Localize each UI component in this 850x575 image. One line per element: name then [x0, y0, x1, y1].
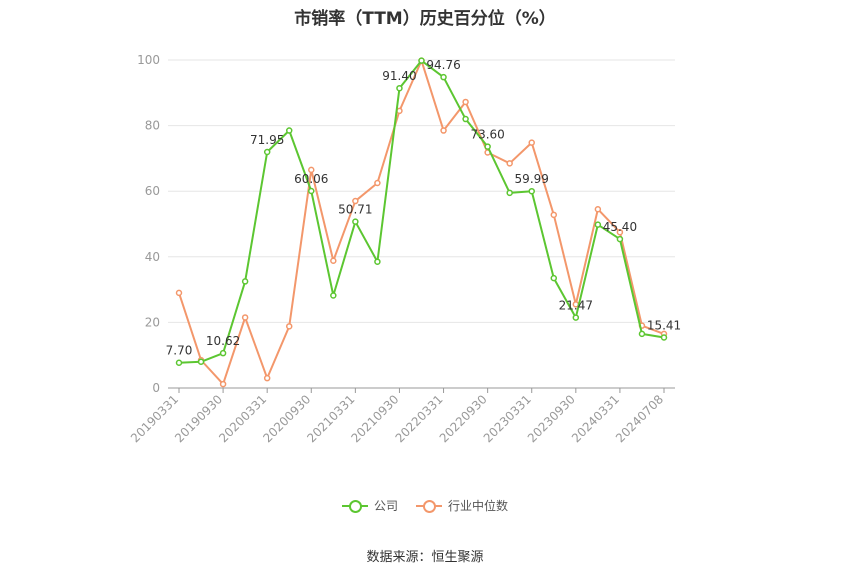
data-point-company — [462, 115, 469, 123]
data-point-industry-median — [352, 197, 359, 205]
data-point-company — [594, 221, 602, 228]
data-point-industry-median — [175, 289, 183, 297]
data-point-industry-median — [263, 374, 271, 382]
data-point-industry-median — [594, 205, 602, 213]
data-point-company — [484, 143, 491, 150]
data-label: 10.62 — [206, 334, 240, 348]
data-label: 21.47 — [559, 299, 593, 313]
data-point-company — [440, 73, 447, 81]
data-label: 60.06 — [294, 172, 328, 186]
data-point-company — [638, 330, 646, 338]
data-point-industry-median — [219, 380, 227, 388]
data-point-company — [308, 187, 315, 195]
data-label: 71.95 — [250, 133, 284, 147]
data-point-company — [572, 314, 580, 321]
data-label: 91.40 — [382, 69, 416, 83]
data-point-industry-median — [506, 160, 513, 167]
y-tick-label: 20 — [145, 315, 160, 329]
data-point-industry-median — [550, 211, 558, 219]
data-point-company — [506, 189, 513, 197]
x-tick-label: 20240708 — [613, 392, 666, 445]
series-line-company — [178, 59, 665, 364]
y-tick-label: 80 — [145, 119, 160, 133]
data-point-industry-median — [528, 139, 535, 146]
data-point-company — [616, 235, 624, 243]
data-point-industry-median — [285, 323, 293, 330]
legend-label-company: 公司 — [373, 499, 398, 513]
data-label: 7.70 — [166, 344, 193, 358]
data-point-industry-median — [308, 166, 315, 174]
data-point-company — [285, 127, 293, 134]
data-label: 50.71 — [338, 203, 372, 217]
y-tick-label: 100 — [137, 53, 160, 67]
data-point-company — [263, 148, 271, 156]
y-tick-label: 0 — [152, 381, 160, 395]
data-point-industry-median — [374, 179, 381, 187]
legend-swatch-industry-median — [416, 499, 442, 513]
data-point-industry-median — [330, 257, 337, 264]
chart-title: 市销率（TTM）历史百分位（%） — [294, 9, 556, 29]
data-point-industry-median — [241, 314, 249, 321]
data-point-company — [550, 274, 558, 282]
data-label: 45.40 — [603, 220, 637, 234]
data-point-company — [197, 358, 205, 366]
data-label: 73.60 — [470, 128, 504, 142]
data-point-company — [352, 218, 359, 225]
data-point-company — [528, 187, 535, 195]
data-point-industry-median — [462, 98, 469, 106]
data-point-company — [219, 349, 227, 357]
data-label: 59.99 — [515, 172, 549, 186]
data-point-company — [396, 84, 403, 92]
data-point-company — [418, 57, 425, 64]
data-point-company — [241, 278, 249, 285]
data-point-company — [175, 359, 183, 366]
data-point-company — [660, 334, 668, 341]
legend-item-industry-median[interactable]: 行业中位数 — [416, 497, 508, 514]
data-point-company — [330, 292, 337, 299]
data-label: 94.76 — [426, 58, 460, 72]
legend-label-industry-median: 行业中位数 — [448, 499, 509, 513]
data-point-industry-median — [440, 127, 447, 134]
legend: 公司 行业中位数 — [0, 497, 850, 514]
y-tick-label: 60 — [145, 184, 160, 198]
data-label: 15.41 — [647, 318, 681, 332]
y-tick-label: 40 — [145, 250, 160, 264]
data-point-company — [374, 258, 381, 265]
data-source: 数据来源：恒生聚源 — [366, 550, 484, 565]
data-point-industry-median — [616, 228, 624, 236]
series-line-industry-median — [178, 59, 665, 386]
legend-item-company[interactable]: 公司 — [341, 497, 398, 514]
legend-swatch-company — [341, 499, 368, 513]
